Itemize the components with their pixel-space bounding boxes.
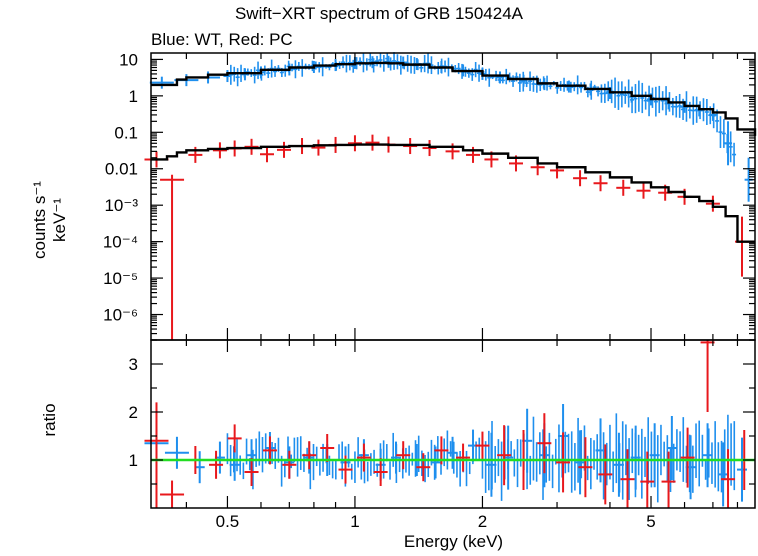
spectrum-y-axis-label: counts s⁻¹ keV⁻¹ (30, 181, 69, 259)
x-axis-label: Energy (keV) (403, 532, 504, 551)
ratio-frame (150, 339, 756, 509)
y-tick-label: 10 (119, 50, 138, 69)
y-tick-label: 10⁻⁴ (103, 233, 138, 252)
ratio-y-tick-label: 1 (129, 451, 138, 470)
y-tick-label: 1 (129, 87, 138, 106)
y-tick-label: 0.01 (105, 160, 138, 179)
x-tick-label: 2 (478, 512, 487, 531)
x-tick-label: 5 (646, 512, 655, 531)
x-tick-label: 1 (350, 512, 359, 531)
ratio-y-tick-label: 2 (129, 403, 138, 422)
chart-title: Swift−XRT spectrum of GRB 150424A (234, 4, 524, 23)
y-tick-label: 10⁻³ (104, 196, 138, 215)
chart-subtitle: Blue: WT, Red: PC (151, 30, 293, 49)
wt-model-line (151, 61, 757, 136)
y-tick-label: 10⁻⁵ (103, 269, 138, 288)
axis-ticks: 0.5 1 2 5 10 1 0.1 0.01 10⁻³ 10⁻⁴ 10⁻⁵ 10⁻⁶ 1 2 3 (103, 50, 756, 531)
spectrum-panel (144, 52, 757, 340)
x-tick-label: 0.5 (216, 512, 240, 531)
pc-model-line (151, 143, 755, 243)
ratio-y-tick-label: 3 (129, 355, 138, 374)
y-tick-label: 10⁻⁶ (103, 306, 138, 325)
y-tick-label: 0.1 (114, 123, 138, 142)
ratio-y-axis-label: ratio (40, 403, 59, 437)
ratio-panel (144, 340, 755, 508)
